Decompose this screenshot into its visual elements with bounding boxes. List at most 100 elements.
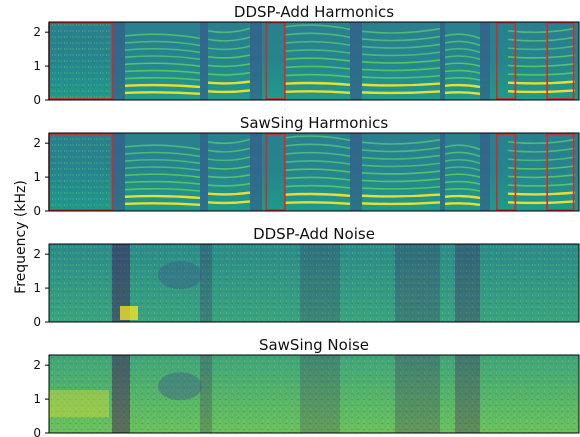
- y-tick-label: 1: [33, 392, 41, 406]
- harmonic-line: [361, 185, 441, 190]
- harmonic-line: [124, 47, 201, 54]
- harmonic-line: [284, 24, 351, 31]
- harmonic-line: [507, 182, 576, 187]
- y-tick-label: 0: [33, 204, 41, 218]
- harmonic-line: [284, 81, 351, 87]
- harmonic-line: [444, 187, 481, 192]
- noise-region: [49, 133, 112, 211]
- harmonic-line: [124, 151, 201, 158]
- low-energy-band: [455, 355, 480, 433]
- y-axis-label: Frequency (kHz): [13, 180, 29, 294]
- harmonic-line: [361, 138, 441, 145]
- harmonic-line: [444, 62, 481, 67]
- harmonic-line: [444, 69, 481, 74]
- harmonic-line: [444, 194, 481, 200]
- low-energy-band: [200, 355, 212, 433]
- harmonic-line: [361, 51, 441, 57]
- harmonic-line: [124, 33, 201, 40]
- panel-1: DDSP-Add Harmonics 0 1 2: [33, 3, 580, 107]
- harmonic-line: [284, 135, 351, 142]
- harmonic-line: [507, 138, 576, 145]
- harmonic-line: [124, 144, 201, 151]
- harmonic-line: [361, 201, 441, 206]
- harmonic-line: [507, 80, 576, 85]
- spectrogram-body: [49, 244, 579, 322]
- harmonic-line: [507, 156, 576, 162]
- harmonic-line: [124, 187, 201, 192]
- unvoiced-gap: [440, 22, 445, 100]
- unvoiced-gap: [250, 133, 262, 211]
- harmonic-line: [124, 69, 201, 74]
- harmonic-line: [361, 82, 441, 87]
- y-tick-label: 2: [33, 136, 41, 150]
- harmonic-line: [361, 193, 441, 198]
- harmonic-line: [284, 168, 351, 173]
- panel-4: SawSing Noise 0 1 2: [33, 336, 580, 437]
- harmonic-line: [284, 65, 351, 70]
- harmonic-line: [507, 174, 576, 179]
- harmonic-line: [207, 138, 251, 145]
- unvoiced-gap: [350, 22, 362, 100]
- harmonic-line: [124, 55, 201, 61]
- harmonic-line: [284, 90, 351, 94]
- high-energy-region: [49, 390, 109, 418]
- unvoiced-gap: [480, 133, 490, 211]
- harmonic-line: [507, 45, 576, 51]
- harmonic-line: [207, 182, 251, 187]
- harmonic-line: [444, 55, 481, 61]
- low-energy-band: [395, 244, 440, 322]
- harmonic-line: [124, 76, 201, 81]
- axes-frame: [48, 354, 580, 434]
- y-tick-label: 1: [33, 281, 41, 295]
- y-tick-label: 1: [33, 59, 41, 73]
- harmonic-line: [207, 147, 251, 153]
- y-tick-label: 0: [33, 93, 41, 107]
- axes-frame: [48, 132, 580, 212]
- highlight-box: [265, 22, 286, 100]
- harmonic-line: [444, 76, 481, 81]
- harmonic-line: [444, 158, 481, 165]
- unvoiced-gap: [480, 22, 490, 100]
- harmonic-line: [284, 151, 351, 158]
- harmonic-line: [124, 40, 201, 47]
- harmonic-line: [124, 91, 201, 96]
- harmonic-line: [284, 184, 351, 189]
- harmonic-line: [361, 43, 441, 49]
- harmonic-line: [207, 63, 251, 68]
- harmonic-line: [507, 54, 576, 59]
- panel-title: DDSP-Add Harmonics: [234, 3, 394, 21]
- unvoiced-gap: [112, 133, 125, 211]
- low-energy-band: [112, 244, 130, 322]
- harmonic-line: [284, 73, 351, 78]
- harmonic-line: [361, 74, 441, 79]
- harmonic-line: [124, 166, 201, 172]
- harmonic-line: [284, 40, 351, 47]
- harmonic-line: [207, 165, 251, 170]
- harmonic-line: [444, 180, 481, 185]
- harmonic-line: [444, 151, 481, 158]
- harmonic-line: [284, 49, 351, 54]
- harmonic-line: [284, 143, 351, 150]
- y-tick-label: 2: [33, 25, 41, 39]
- low-energy-band: [455, 244, 480, 322]
- harmonic-line: [361, 154, 441, 160]
- noise-texture: [49, 355, 579, 433]
- harmonic-line: [361, 27, 441, 34]
- harmonic-line: [444, 40, 481, 47]
- harmonic-line: [444, 173, 481, 178]
- low-energy-region: [158, 261, 202, 290]
- harmonic-line: [507, 36, 576, 42]
- harmonic-line: [444, 83, 481, 89]
- highlight-box: [546, 22, 575, 100]
- harmonic-line: [507, 71, 576, 76]
- harmonic-line: [124, 62, 201, 67]
- harmonic-line: [207, 71, 251, 76]
- panel-title: SawSing Harmonics: [240, 114, 389, 132]
- harmonic-line: [361, 67, 441, 72]
- low-energy-band: [300, 244, 340, 322]
- harmonic-line: [284, 176, 351, 181]
- low-energy-band: [112, 355, 130, 433]
- harmonic-line: [361, 35, 441, 42]
- y-tick-label: 0: [33, 315, 41, 329]
